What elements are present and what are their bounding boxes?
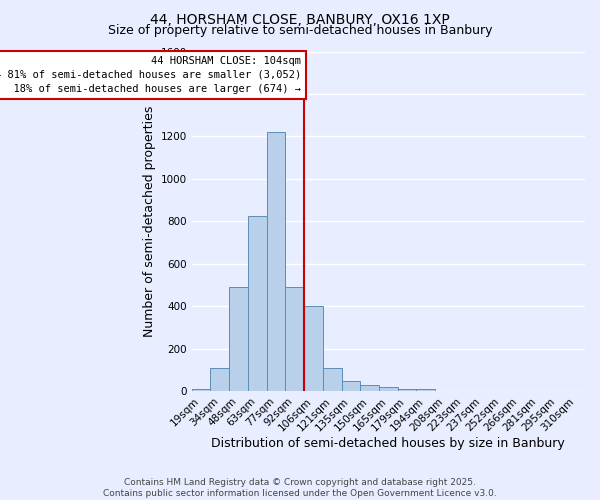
Text: Contains HM Land Registry data © Crown copyright and database right 2025.
Contai: Contains HM Land Registry data © Crown c… [103, 478, 497, 498]
Text: 44 HORSHAM CLOSE: 104sqm
← 81% of semi-detached houses are smaller (3,052)
  18%: 44 HORSHAM CLOSE: 104sqm ← 81% of semi-d… [0, 56, 301, 94]
Bar [360, 384, 379, 391]
Bar [286, 287, 304, 391]
Bar [229, 287, 248, 391]
Bar [341, 381, 360, 391]
Bar [379, 388, 398, 391]
Bar [211, 368, 229, 391]
Text: Size of property relative to semi-detached houses in Banbury: Size of property relative to semi-detach… [108, 24, 492, 37]
X-axis label: Distribution of semi-detached houses by size in Banbury: Distribution of semi-detached houses by … [211, 437, 565, 450]
Bar [192, 389, 211, 391]
Bar [416, 389, 435, 391]
Bar [398, 389, 416, 391]
Bar [266, 132, 286, 391]
Bar [248, 216, 266, 391]
Bar [304, 306, 323, 391]
Bar [323, 368, 341, 391]
Text: 44, HORSHAM CLOSE, BANBURY, OX16 1XP: 44, HORSHAM CLOSE, BANBURY, OX16 1XP [150, 12, 450, 26]
Y-axis label: Number of semi-detached properties: Number of semi-detached properties [143, 106, 157, 337]
